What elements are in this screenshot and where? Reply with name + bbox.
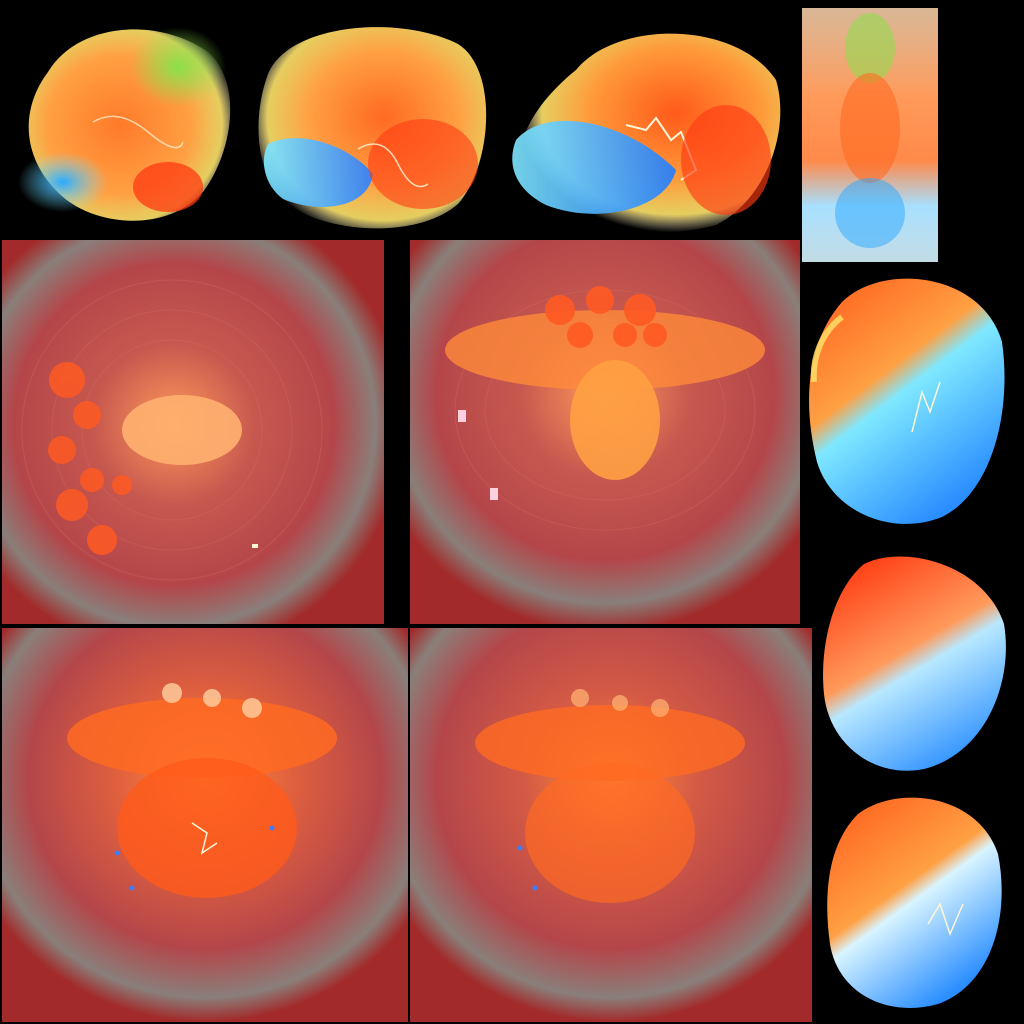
flame-blob-green-blue-art	[8, 12, 240, 242]
flame-blob-blue-base	[248, 14, 500, 236]
flame-split-red-blue-1	[802, 262, 1006, 532]
flame-halo-horizontal-orbs	[410, 240, 800, 624]
flame-split-red-blue-3-art	[818, 784, 1010, 1018]
flame-split-red-blue-2	[814, 544, 1010, 780]
flame-split-red-blue-1-art	[802, 262, 1006, 532]
flame-halo-vertical-orbs-art	[2, 240, 384, 624]
flame-halo-burst-soft	[410, 628, 812, 1022]
flame-halo-horizontal-orbs-art	[410, 240, 800, 624]
flame-column-pale	[802, 8, 938, 262]
flame-blob-green-blue	[8, 12, 240, 242]
flame-split-red-blue-3	[818, 784, 1010, 1018]
flame-halo-burst-sparks-art	[2, 628, 408, 1022]
flame-halo-burst-sparks	[2, 628, 408, 1022]
flame-blob-blue-lightning	[506, 10, 790, 242]
flame-halo-burst-soft-art	[410, 628, 812, 1022]
flame-blob-blue-lightning-art	[506, 10, 790, 242]
flame-blob-blue-base-art	[248, 14, 500, 236]
flame-halo-vertical-orbs	[2, 240, 384, 624]
flame-column-pale-art	[802, 8, 938, 262]
flame-split-red-blue-2-art	[814, 544, 1010, 780]
